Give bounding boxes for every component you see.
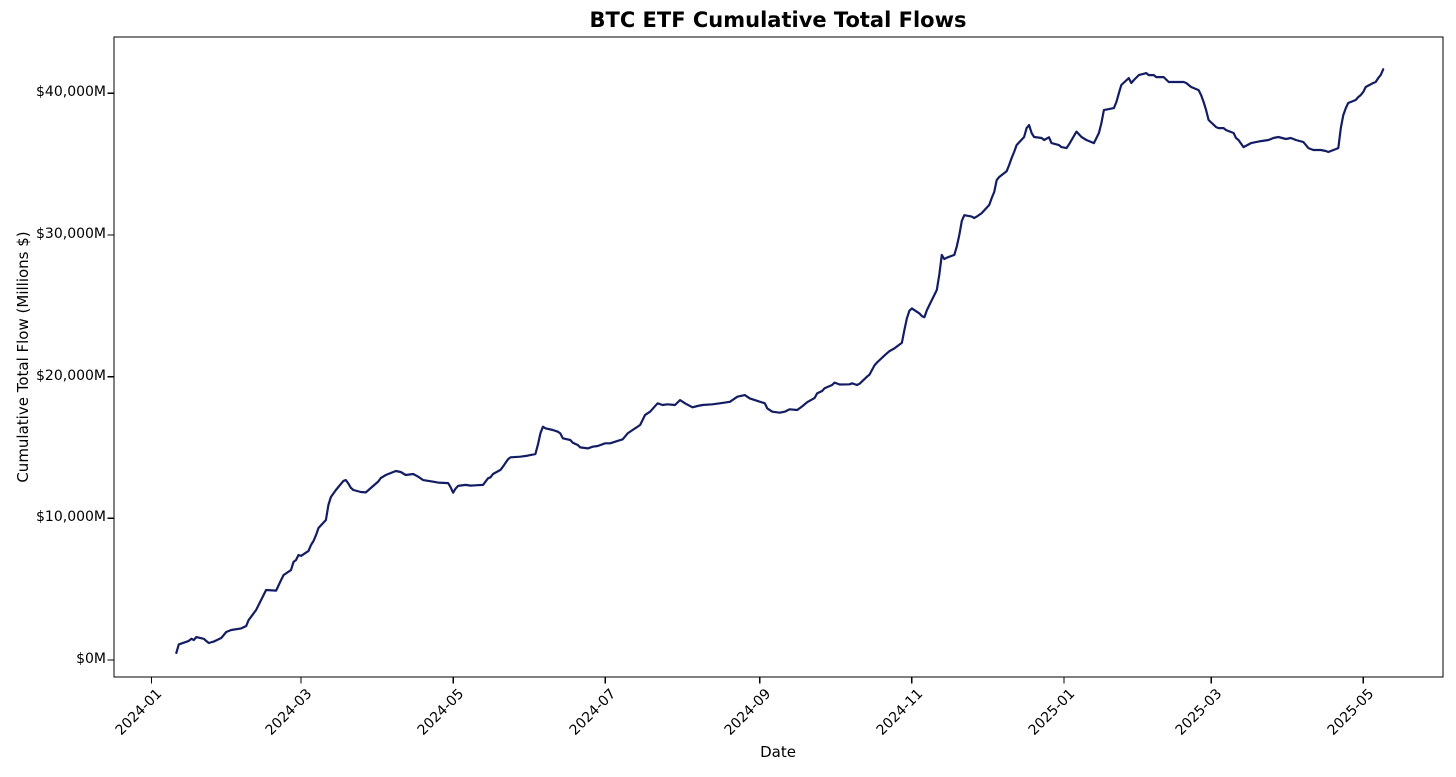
x-axis-label: Date <box>760 743 796 761</box>
axis-tick-marks <box>107 92 1364 684</box>
chart-title: BTC ETF Cumulative Total Flows <box>589 8 967 32</box>
y-tick-label: $20,000M <box>36 367 106 384</box>
y-tick-label: $30,000M <box>36 226 106 243</box>
plot-border <box>113 36 1444 678</box>
y-tick-label: $10,000M <box>36 509 106 526</box>
cumulative-flow-line <box>175 68 1385 655</box>
y-tick-label: $0M <box>76 651 106 667</box>
y-axis-label: Cumulative Total Flow (Millions $) <box>14 231 32 483</box>
y-tick-label: $40,000M <box>36 84 106 101</box>
